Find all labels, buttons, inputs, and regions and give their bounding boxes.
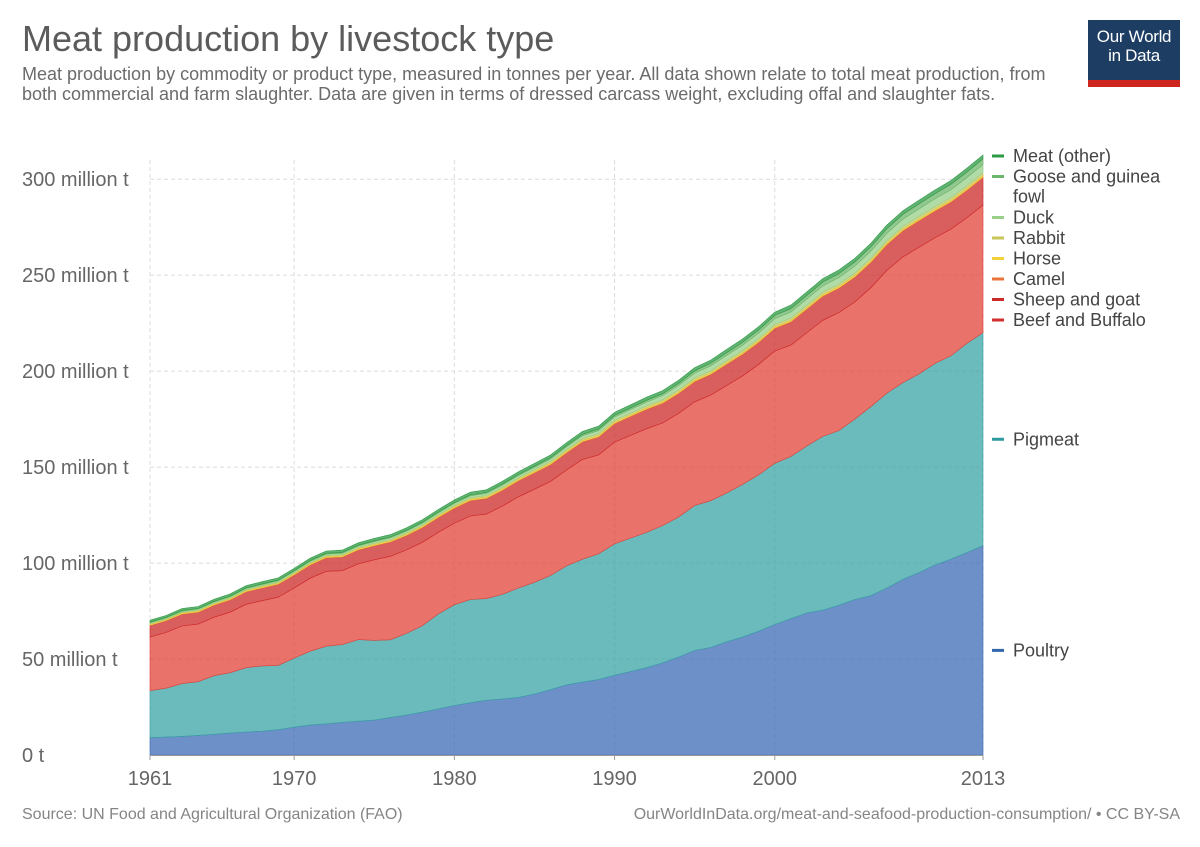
y-axis-tick-labels: 0 t 50 million t 100 million t 150 million … bbox=[22, 169, 129, 767]
stacked-area-chart: 0 t 50 million t 100 million t 150 million … bbox=[22, 146, 1161, 790]
legend-label-goose-and-guinea-fowl: fowl bbox=[1013, 187, 1045, 207]
y-tick-label: 0 t bbox=[22, 745, 45, 767]
owid-logo[interactable]: Our World in Data bbox=[1088, 20, 1180, 87]
source-note: Source: UN Food and Agricultural Organiz… bbox=[22, 806, 403, 823]
axes bbox=[149, 755, 984, 760]
legend: Meat (other)Goose and guineafowlDuckRabb… bbox=[992, 146, 1161, 660]
logo-line-2: in Data bbox=[1108, 46, 1160, 65]
x-tick-label: 1980 bbox=[432, 768, 477, 790]
y-tick-label: 50 million t bbox=[22, 649, 118, 671]
y-tick-label: 200 million t bbox=[22, 361, 129, 383]
logo-line-1: Our World bbox=[1096, 27, 1172, 46]
legend-label-meat-other: Meat (other) bbox=[1013, 146, 1111, 166]
x-axis-tick-labels: 1961 1970 1980 1990 2000 2013 bbox=[128, 768, 1006, 790]
legend-label-beef-and-buffalo: Beef and Buffalo bbox=[1013, 310, 1146, 330]
x-tick-label: 1990 bbox=[592, 768, 637, 790]
y-tick-label: 150 million t bbox=[22, 457, 129, 479]
x-tick-label: 1970 bbox=[272, 768, 317, 790]
chart-subtitle: Meat production by commodity or product … bbox=[22, 64, 1046, 104]
legend-label-pigmeat: Pigmeat bbox=[1013, 429, 1079, 449]
legend-label-camel: Camel bbox=[1013, 269, 1065, 289]
y-tick-label: 100 million t bbox=[22, 553, 129, 575]
url-license-link[interactable]: OurWorldInData.org/meat-and-seafood-prod… bbox=[633, 806, 1180, 823]
y-tick-label: 250 million t bbox=[22, 265, 129, 287]
y-tick-label: 300 million t bbox=[22, 169, 129, 191]
legend-label-horse: Horse bbox=[1013, 249, 1061, 269]
logo-accent-bar bbox=[1088, 80, 1180, 87]
chart-title: Meat production by livestock type bbox=[22, 18, 555, 59]
x-tick-label: 2013 bbox=[961, 768, 1006, 790]
area-meat-other bbox=[149, 154, 984, 623]
legend-label-poultry: Poultry bbox=[1013, 640, 1069, 660]
legend-label-rabbit: Rabbit bbox=[1013, 228, 1065, 248]
legend-label-duck: Duck bbox=[1013, 208, 1055, 228]
legend-label-sheep-and-goat: Sheep and goat bbox=[1013, 290, 1140, 310]
x-tick-label: 1961 bbox=[128, 768, 173, 790]
legend-label-goose-and-guinea-fowl: Goose and guinea bbox=[1013, 167, 1161, 187]
x-tick-label: 2000 bbox=[753, 768, 798, 790]
area-series bbox=[149, 154, 984, 756]
